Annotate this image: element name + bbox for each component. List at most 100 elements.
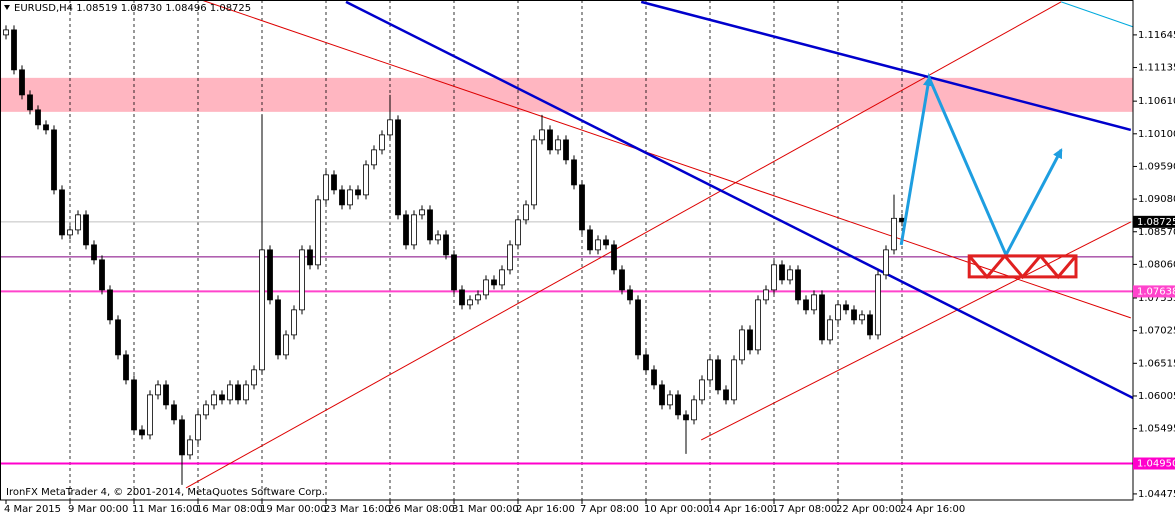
- candle-body: [843, 304, 849, 311]
- y-tick-label: 1.11135: [1138, 63, 1175, 74]
- candle-body: [523, 204, 529, 221]
- candle-body: [427, 209, 433, 241]
- candle-body: [355, 189, 361, 196]
- candle-body: [475, 294, 481, 301]
- candle-body: [283, 334, 289, 356]
- y-tick-label: 1.11645: [1138, 30, 1175, 41]
- candle-body: [827, 319, 833, 341]
- candle-body: [51, 129, 57, 191]
- candle-body: [323, 174, 329, 201]
- candle-body: [755, 299, 761, 351]
- candle-body: [227, 384, 233, 401]
- candle-body: [515, 219, 521, 246]
- candle-body: [771, 264, 777, 291]
- candle-body: [131, 379, 137, 431]
- candle-body: [803, 299, 809, 311]
- candle-body: [891, 217, 897, 251]
- x-tick-label: 31 Mar 00:00: [452, 504, 519, 515]
- price-level-label: 1.04950: [1137, 459, 1175, 470]
- candle-body: [251, 369, 257, 386]
- copyright: IronFX MetaTrader 4, © 2001-2014, MetaQu…: [6, 487, 325, 498]
- x-tick-label: 11 Mar 16:00: [132, 504, 199, 515]
- candle-body: [547, 129, 553, 151]
- candle-body: [491, 279, 497, 286]
- candle-body: [811, 294, 817, 311]
- candle-body: [739, 329, 745, 361]
- candle-body: [443, 234, 449, 256]
- candle-body: [59, 189, 65, 236]
- candle-body: [483, 279, 489, 296]
- candle-body: [235, 384, 241, 401]
- trendline: [640, 0, 1132, 132]
- plot-frame: [0, 0, 1134, 501]
- candle-body: [275, 299, 281, 356]
- candle-body: [195, 414, 201, 441]
- candle-body: [635, 299, 641, 356]
- candle-body: [91, 244, 97, 261]
- candle-body: [11, 29, 17, 71]
- candle-body: [851, 309, 857, 321]
- y-tick-label: 1.04475: [1138, 489, 1175, 500]
- candle-body: [67, 229, 73, 236]
- candle-body: [539, 129, 545, 141]
- x-tick-label: 23 Mar 16:00: [324, 504, 391, 515]
- candle-body: [363, 164, 369, 196]
- candle-body: [107, 289, 113, 321]
- candle-body: [611, 244, 617, 271]
- candle-body: [83, 214, 89, 246]
- x-tick-label: 14 Apr 16:00: [708, 504, 773, 515]
- price-level-tag: [1133, 215, 1175, 228]
- candle-body: [203, 404, 209, 416]
- candle-body: [259, 249, 265, 371]
- candle-body: [75, 214, 81, 231]
- candle-body: [579, 184, 585, 231]
- y-tick-label: 1.07025: [1138, 326, 1175, 337]
- candle-body: [699, 379, 705, 401]
- x-tick-label: 9 Mar 00:00: [68, 504, 128, 515]
- candle-body: [667, 394, 673, 406]
- candle-body: [291, 309, 297, 336]
- y-tick-label: 1.06005: [1138, 391, 1175, 402]
- candle-body: [379, 134, 385, 151]
- candle-body: [315, 199, 321, 266]
- x-tick-label: 10 Apr 00:00: [644, 504, 709, 515]
- candle-body: [435, 234, 441, 241]
- candle-body: [835, 304, 841, 321]
- price-level-tag: [1133, 457, 1175, 470]
- candle-body: [643, 354, 649, 371]
- candle-body: [587, 229, 593, 251]
- candle-body: [795, 269, 801, 301]
- candle-body: [403, 214, 409, 246]
- candle-body: [347, 189, 353, 206]
- candle-body: [603, 239, 609, 246]
- candle-body: [731, 359, 737, 401]
- candle-body: [779, 264, 785, 281]
- candle-body: [147, 394, 153, 436]
- y-tick-label: 1.10100: [1138, 129, 1175, 140]
- candle-body: [371, 149, 377, 166]
- x-tick-label: 22 Apr 00:00: [836, 504, 901, 515]
- candle-body: [707, 359, 713, 381]
- x-tick-label: 16 Mar 08:00: [196, 504, 263, 515]
- candle-body: [659, 384, 665, 406]
- resistance-zone: [0, 77, 1133, 112]
- candle-body: [859, 314, 865, 321]
- target-box-pattern: [968, 254, 1078, 280]
- candle-body: [3, 29, 9, 36]
- candle-body: [723, 389, 729, 401]
- candle-body: [563, 139, 569, 161]
- candle-body: [467, 299, 473, 306]
- y-tick-label: 1.09080: [1138, 194, 1175, 205]
- candle-body: [763, 289, 769, 301]
- candle-body: [651, 369, 657, 386]
- candle-body: [139, 429, 145, 436]
- candle-body: [331, 174, 337, 191]
- y-tick-label: 1.06515: [1138, 358, 1175, 369]
- candle-body: [155, 384, 161, 396]
- x-tick-label: 2 Apr 16:00: [516, 504, 575, 515]
- y-tick-label: 1.08060: [1138, 259, 1175, 270]
- trendline: [700, 221, 1132, 441]
- candle-body: [507, 244, 513, 271]
- candle-body: [243, 384, 249, 401]
